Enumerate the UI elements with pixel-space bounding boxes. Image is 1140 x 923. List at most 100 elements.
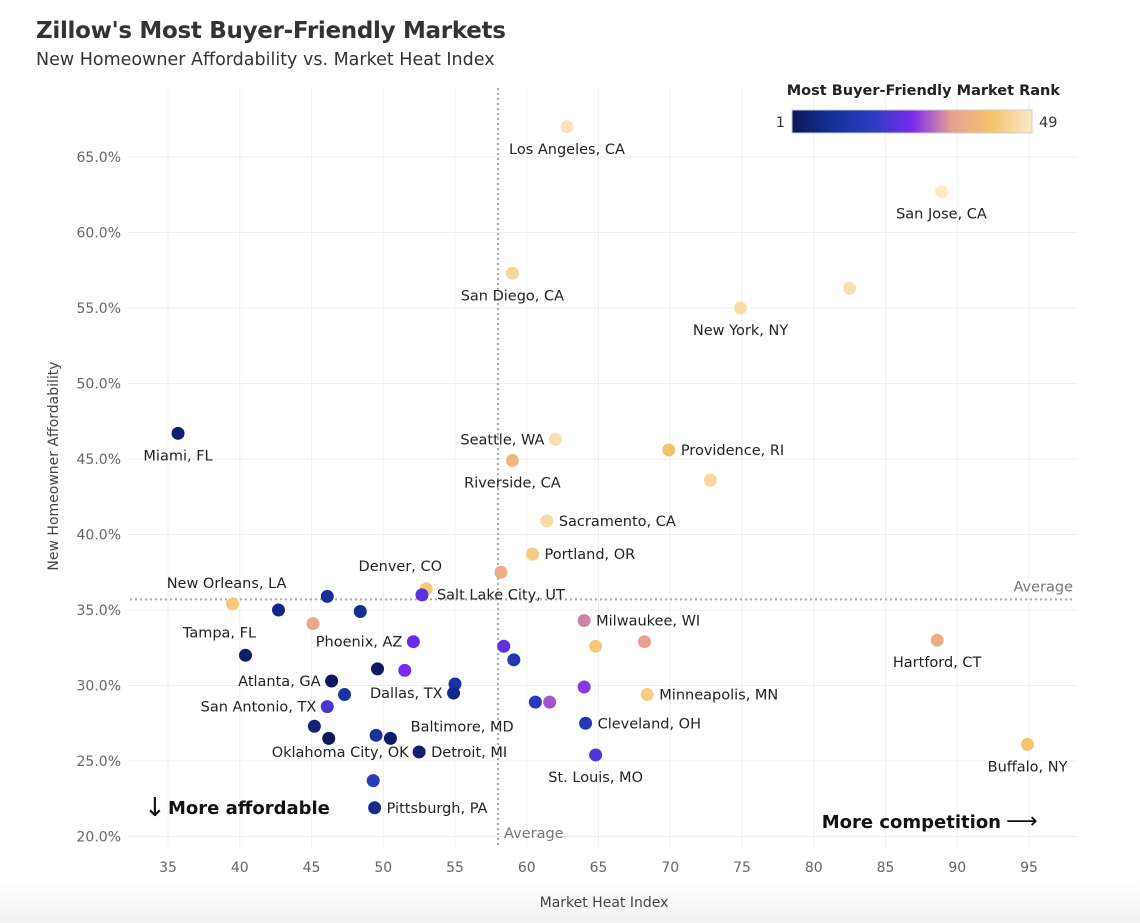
y-tick-label: 65.0% bbox=[77, 150, 121, 166]
data-point bbox=[415, 588, 429, 602]
point-label: St. Louis, MO bbox=[548, 770, 643, 786]
y-tick-label: 20.0% bbox=[77, 830, 121, 846]
y-tick-label: 55.0% bbox=[77, 301, 121, 317]
x-tick-label: 40 bbox=[231, 860, 249, 876]
y-tick-label: 30.0% bbox=[77, 679, 121, 695]
data-point bbox=[226, 597, 240, 611]
chart-subtitle: New Homeowner Affordability vs. Market H… bbox=[36, 50, 495, 70]
data-point bbox=[589, 748, 603, 762]
more-affordable-annotation: More affordable bbox=[168, 798, 330, 819]
point-label: Riverside, CA bbox=[464, 476, 561, 492]
chart-title: Zillow's Most Buyer-Friendly Markets bbox=[36, 18, 506, 44]
color-legend: Most Buyer-Friendly Market Rank 1 49 bbox=[776, 83, 1061, 134]
data-point bbox=[930, 633, 944, 647]
point-label: New Orleans, LA bbox=[167, 576, 287, 592]
data-point bbox=[1021, 737, 1035, 751]
data-point bbox=[325, 674, 339, 688]
data-point bbox=[353, 605, 367, 619]
y-tick-label: 45.0% bbox=[77, 452, 121, 468]
point-label: Milwaukee, WI bbox=[596, 614, 700, 630]
point-label: San Antonio, TX bbox=[201, 700, 317, 716]
data-point bbox=[238, 648, 252, 662]
x-tick-label: 85 bbox=[877, 860, 895, 876]
data-point bbox=[525, 547, 539, 561]
x-tick-label: 55 bbox=[446, 860, 464, 876]
point-label: Hartford, CT bbox=[893, 655, 982, 671]
point-label: Atlanta, GA bbox=[238, 674, 320, 690]
data-point bbox=[637, 635, 651, 649]
point-label: Denver, CO bbox=[359, 559, 443, 575]
x-tick-label: 95 bbox=[1020, 860, 1038, 876]
data-point bbox=[505, 266, 519, 280]
data-point bbox=[734, 301, 748, 315]
point-label: Los Angeles, CA bbox=[509, 142, 625, 158]
x-tick-label: 35 bbox=[159, 860, 177, 876]
data-point bbox=[543, 695, 557, 709]
bottom-fade bbox=[0, 880, 1140, 923]
more-competition-annotation: More competition bbox=[822, 812, 1001, 833]
x-tick-label: 45 bbox=[303, 860, 321, 876]
point-label: New York, NY bbox=[693, 323, 788, 339]
x-tick-label: 90 bbox=[948, 860, 966, 876]
data-point bbox=[368, 801, 382, 815]
data-point bbox=[320, 700, 334, 714]
y-tick-label: 50.0% bbox=[77, 377, 121, 393]
data-point bbox=[366, 774, 380, 788]
y-tick-label: 25.0% bbox=[77, 754, 121, 770]
y-axis-title: New Homeowner Affordability bbox=[46, 361, 62, 570]
data-point bbox=[497, 639, 511, 653]
data-point bbox=[843, 281, 857, 295]
data-point bbox=[171, 426, 185, 440]
legend-min-label: 1 bbox=[776, 115, 785, 131]
x-axis-title: Market Heat Index bbox=[540, 895, 669, 911]
data-point bbox=[271, 603, 285, 617]
point-label: Baltimore, MD bbox=[411, 719, 514, 735]
point-label: San Jose, CA bbox=[896, 207, 987, 223]
point-label: Portland, OR bbox=[544, 547, 635, 563]
data-point bbox=[406, 635, 420, 649]
point-label: Seattle, WA bbox=[460, 432, 544, 448]
legend-color-bar bbox=[791, 109, 1033, 134]
data-point bbox=[494, 565, 508, 579]
data-point bbox=[447, 686, 461, 700]
data-point bbox=[398, 663, 412, 677]
point-label: Dallas, TX bbox=[370, 686, 443, 702]
data-point bbox=[338, 688, 352, 702]
data-point bbox=[371, 662, 385, 676]
point-label: Tampa, FL bbox=[182, 625, 256, 641]
grid bbox=[128, 88, 1078, 848]
data-point bbox=[528, 695, 542, 709]
data-point bbox=[662, 443, 676, 457]
data-point bbox=[579, 716, 593, 730]
point-label: Miami, FL bbox=[143, 448, 212, 464]
data-point bbox=[548, 432, 562, 446]
data-point bbox=[577, 680, 591, 694]
x-tick-label: 80 bbox=[805, 860, 823, 876]
point-label: Buffalo, NY bbox=[988, 759, 1068, 775]
data-point bbox=[307, 719, 321, 733]
data-point bbox=[505, 454, 519, 468]
point-label: San Diego, CA bbox=[461, 288, 564, 304]
point-label: Minneapolis, MN bbox=[659, 688, 778, 704]
point-label: Providence, RI bbox=[681, 443, 784, 459]
data-point bbox=[589, 639, 603, 653]
point-label: Cleveland, OH bbox=[598, 716, 701, 732]
data-point bbox=[703, 473, 717, 487]
legend-max-label: 49 bbox=[1039, 115, 1057, 131]
data-point bbox=[934, 185, 948, 199]
data-point bbox=[383, 731, 397, 745]
x-tick-label: 60 bbox=[518, 860, 536, 876]
data-point bbox=[577, 614, 591, 628]
average-x-label: Average bbox=[504, 826, 564, 842]
x-tick-label: 65 bbox=[590, 860, 608, 876]
point-label: Pittsburgh, PA bbox=[387, 801, 488, 817]
x-tick-label: 50 bbox=[374, 860, 392, 876]
x-tick-label: 75 bbox=[733, 860, 751, 876]
point-label: Phoenix, AZ bbox=[316, 635, 403, 651]
average-y-label: Average bbox=[1013, 579, 1073, 595]
more-affordable-arrow-icon: ↓ bbox=[144, 793, 166, 823]
data-point bbox=[560, 120, 574, 134]
legend-title: Most Buyer-Friendly Market Rank bbox=[787, 83, 1061, 99]
data-points bbox=[171, 120, 1035, 815]
